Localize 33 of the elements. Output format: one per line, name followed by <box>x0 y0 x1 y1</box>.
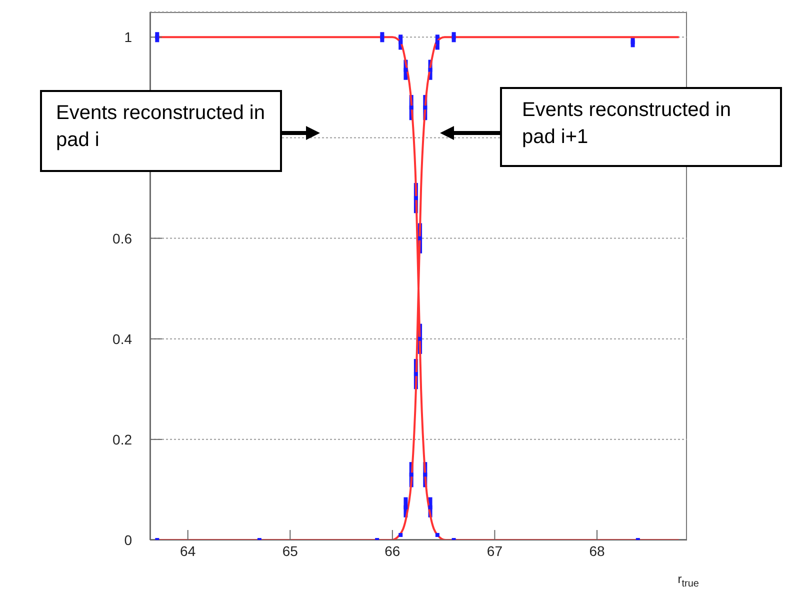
x-tick-label: 64 <box>180 542 196 559</box>
point <box>428 505 432 510</box>
x-tick-label: 67 <box>486 542 503 559</box>
point <box>452 35 456 40</box>
callout: Events reconstructed in pad i+1 <box>500 87 782 168</box>
point <box>380 35 384 40</box>
point <box>398 40 403 44</box>
point <box>418 236 422 240</box>
point <box>435 532 440 537</box>
point <box>414 196 418 200</box>
y-tick-label: 0.6 <box>112 230 132 246</box>
point <box>414 372 418 376</box>
y-tick-label: 0.4 <box>112 330 132 347</box>
x-tick-label: 68 <box>589 542 605 559</box>
point <box>418 336 422 341</box>
y-tick-label: 0.2 <box>112 431 132 448</box>
point <box>409 106 414 110</box>
point <box>155 35 160 40</box>
point <box>404 68 408 72</box>
callout: Events reconstructed in pad i <box>40 90 282 172</box>
y-tick-label: 0 <box>124 532 132 548</box>
point <box>630 40 635 44</box>
point <box>398 532 403 537</box>
point <box>428 68 432 72</box>
point <box>423 106 428 110</box>
x-tick-label: 65 <box>282 542 298 559</box>
point <box>423 472 428 477</box>
point <box>435 40 440 44</box>
x-axis-title: r$_{true}$ <box>678 572 699 590</box>
point <box>404 505 408 510</box>
point <box>409 472 414 477</box>
x-tick-label: 66 <box>384 542 400 559</box>
y-tick-label: 1 <box>124 29 132 46</box>
